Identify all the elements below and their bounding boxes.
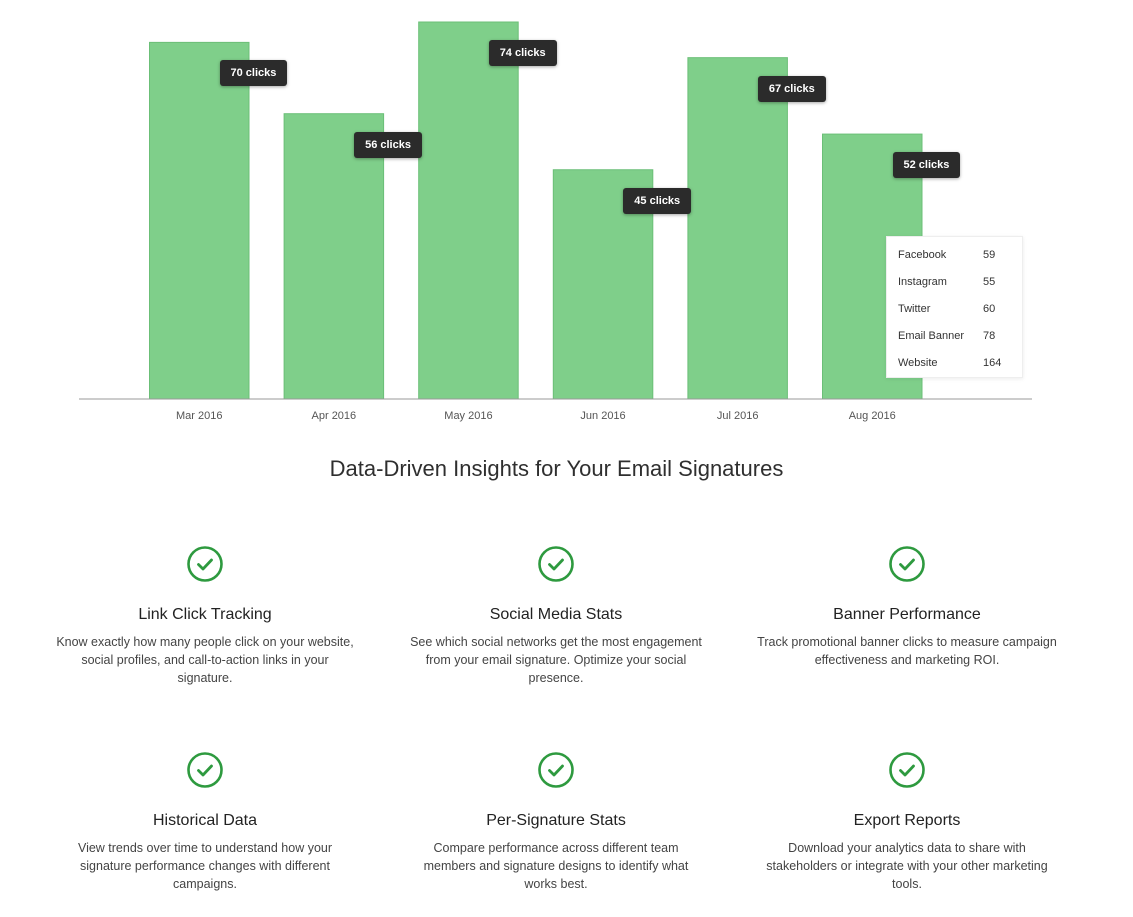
- feature-description: Know exactly how many people click on yo…: [56, 635, 354, 685]
- x-tick-label: Jul 2016: [717, 410, 759, 422]
- legend-value: 78: [983, 330, 996, 342]
- check-circle-icon: [187, 752, 223, 788]
- legend-value: 55: [983, 276, 996, 288]
- check-circle-icon: [889, 546, 925, 582]
- legend-value: 60: [983, 303, 996, 315]
- legend-value: 59: [983, 249, 996, 261]
- feature-description: Download your analytics data to share wi…: [766, 841, 1048, 891]
- legend-name: Website: [898, 357, 938, 369]
- x-tick-label: Aug 2016: [849, 410, 896, 422]
- check-circle-icon: [538, 546, 574, 582]
- check-circle-icon: [187, 546, 223, 582]
- check-circle-icon: [889, 752, 925, 788]
- feature-historical-data: Historical Data View trends over time to…: [55, 751, 355, 893]
- bar-mar-2016[interactable]: [149, 41, 250, 400]
- feature-export-reports: Export Reports Download your analytics d…: [757, 751, 1057, 893]
- legend-row-twitter: Twitter 60: [887, 299, 1022, 326]
- bar-data-label: 67 clicks: [757, 75, 826, 102]
- bar-data-label: 70 clicks: [219, 60, 288, 87]
- feature-description: View trends over time to understand how …: [77, 841, 333, 891]
- legend-row-website: Website 164: [887, 353, 1022, 380]
- bar-data-label: 74 clicks: [488, 40, 557, 66]
- feature-banner-performance: Banner Performance Track promotional ban…: [757, 545, 1057, 669]
- feature-link-click-tracking: Link Click Tracking Know exactly how man…: [55, 545, 355, 687]
- feature-description: Track promotional banner clicks to measu…: [757, 635, 1057, 667]
- legend-value: 164: [983, 357, 1002, 369]
- bar-apr-2016[interactable]: [283, 113, 385, 400]
- legend-name: Instagram: [898, 276, 947, 288]
- bar-may-2016[interactable]: [418, 21, 519, 400]
- feature-social-media-stats: Social Media Stats See which social netw…: [406, 545, 706, 687]
- legend-name: Facebook: [898, 249, 947, 261]
- check-circle-icon: [538, 752, 574, 788]
- legend-row-facebook: Facebook 59: [887, 245, 1022, 272]
- bar-data-label: 45 clicks: [623, 187, 692, 214]
- feature-title: Link Click Tracking: [138, 606, 272, 623]
- legend-name: Email Banner: [898, 330, 965, 342]
- x-axis-ticks: Mar 2016 Apr 2016 May 2016 Jun 2016 Jul 2016…: [176, 410, 896, 422]
- bar-jul-2016[interactable]: [687, 57, 788, 400]
- feature-title: Export Reports: [853, 812, 961, 829]
- feature-title: Social Media Stats: [489, 606, 623, 623]
- legend-name: Twitter: [898, 303, 931, 315]
- section-title: Data-Driven Insights for Your Email Sign…: [329, 456, 784, 481]
- legend-popover: Facebook 59 Instagram 55 Twitter 60 Emai…: [886, 236, 1023, 378]
- x-tick-label: Mar 2016: [176, 410, 222, 422]
- legend-row-instagram: Instagram 55: [887, 272, 1022, 299]
- feature-description: Compare performance across different tea…: [423, 841, 689, 891]
- bar-data-label: 52 clicks: [892, 152, 961, 179]
- feature-description: See which social networks get the most e…: [410, 635, 702, 685]
- x-tick-label: Apr 2016: [312, 410, 357, 422]
- feature-title: Banner Performance: [833, 606, 981, 623]
- x-tick-label: Jun 2016: [580, 410, 625, 422]
- feature-title: Historical Data: [152, 812, 258, 829]
- legend-row-email-banner: Email Banner 78: [887, 326, 1022, 353]
- x-tick-label: May 2016: [444, 410, 492, 422]
- feature-title: Per-Signature Stats: [486, 812, 626, 829]
- feature-per-signature-stats: Per-Signature Stats Compare performance …: [406, 751, 706, 893]
- bar-data-label: 56 clicks: [354, 131, 422, 158]
